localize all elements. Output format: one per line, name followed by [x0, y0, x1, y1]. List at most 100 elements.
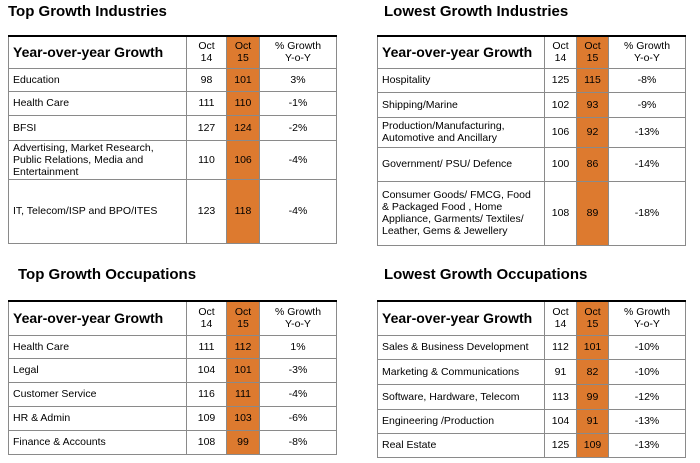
row-label: Health Care — [8, 90, 187, 116]
row-oct15: 86 — [576, 146, 609, 182]
header-label: Year-over-year Growth — [377, 300, 545, 336]
header-label: Year-over-year Growth — [8, 300, 187, 336]
row-growth: -4% — [259, 178, 337, 244]
table-row: Marketing & Communications 91 82 -10% — [377, 358, 686, 385]
row-growth: -8% — [608, 67, 686, 93]
row-oct14: 113 — [544, 383, 577, 410]
table-row: Engineering /Production 104 91 -13% — [377, 408, 686, 434]
header-oct15: Oct 15 — [226, 300, 260, 336]
row-growth: 1% — [259, 334, 337, 359]
table-row: IT, Telecom/ISP and BPO/ITES 123 118 -4% — [8, 178, 337, 244]
row-growth: -13% — [608, 408, 686, 434]
row-label: Government/ PSU/ Defence — [377, 146, 545, 182]
row-growth: -10% — [608, 334, 686, 360]
row-label: Sales & Business Development — [377, 334, 545, 360]
row-label: Legal — [8, 357, 187, 383]
table-row: Software, Hardware, Telecom 113 99 -12% — [377, 383, 686, 410]
table-row: Sales & Business Development 112 101 -10… — [377, 334, 686, 360]
row-oct15: 93 — [576, 91, 609, 118]
header-label: Year-over-year Growth — [8, 35, 187, 69]
row-growth: 3% — [259, 67, 337, 92]
row-oct15: 112 — [226, 334, 260, 359]
row-label: Production/Manufacturing, Automotive and… — [377, 116, 545, 148]
row-oct15: 92 — [576, 116, 609, 148]
row-growth: -8% — [259, 429, 337, 455]
table-header-row: Year-over-year Growth Oct 14 Oct 15 % Grow… — [8, 300, 337, 336]
row-oct15: 82 — [576, 358, 609, 385]
row-label: Customer Service — [8, 381, 187, 407]
row-oct14: 106 — [544, 116, 577, 148]
table-row: Customer Service 116 111 -4% — [8, 381, 337, 407]
row-oct15: 101 — [226, 67, 260, 92]
header-oct15: Oct 15 — [576, 35, 609, 69]
row-label: Software, Hardware, Telecom — [377, 383, 545, 410]
header-growth: % Growth Y-o-Y — [259, 35, 337, 69]
row-oct14: 109 — [186, 405, 227, 431]
row-growth: -2% — [259, 114, 337, 141]
table-row: Legal 104 101 -3% — [8, 357, 337, 383]
header-growth: % Growth Y-o-Y — [608, 300, 686, 336]
row-growth: -13% — [608, 116, 686, 148]
table-header-row: Year-over-year Growth Oct 14 Oct 15 % Grow… — [377, 300, 686, 336]
header-oct14: Oct 14 — [544, 300, 577, 336]
row-growth: -9% — [608, 91, 686, 118]
row-oct14: 123 — [186, 178, 227, 244]
row-oct14: 111 — [186, 334, 227, 359]
row-oct14: 100 — [544, 146, 577, 182]
table-row: Finance & Accounts 108 99 -8% — [8, 429, 337, 455]
row-oct15: 110 — [226, 90, 260, 116]
row-oct14: 91 — [544, 358, 577, 385]
header-oct14: Oct 14 — [186, 300, 227, 336]
row-label: Consumer Goods/ FMCG, Food & Packaged Fo… — [377, 180, 545, 246]
row-oct15: 99 — [226, 429, 260, 455]
row-label: Finance & Accounts — [8, 429, 187, 455]
header-oct14: Oct 14 — [544, 35, 577, 69]
row-oct15: 103 — [226, 405, 260, 431]
row-growth: -12% — [608, 383, 686, 410]
top-industries-table: Year-over-year Growth Oct 14 Oct 15 % Grow… — [8, 35, 337, 244]
row-oct15: 99 — [576, 383, 609, 410]
row-growth: -3% — [259, 357, 337, 383]
header-growth: % Growth Y-o-Y — [608, 35, 686, 69]
row-label: HR & Admin — [8, 405, 187, 431]
table-row: HR & Admin 109 103 -6% — [8, 405, 337, 431]
row-growth: -14% — [608, 146, 686, 182]
lowest-industries-title: Lowest Growth Industries — [384, 3, 569, 20]
top-occupations-title: Top Growth Occupations — [18, 266, 197, 283]
table-row: Real Estate 125 109 -13% — [377, 432, 686, 458]
row-oct14: 111 — [186, 90, 227, 116]
row-oct14: 125 — [544, 67, 577, 93]
row-label: Real Estate — [377, 432, 545, 458]
row-oct15: 118 — [226, 178, 260, 244]
table-row: Health Care 111 112 1% — [8, 334, 337, 359]
header-growth: % Growth Y-o-Y — [259, 300, 337, 336]
lowest-occupations-title: Lowest Growth Occupations — [384, 266, 588, 283]
table-header-row: Year-over-year Growth Oct 14 Oct 15 % Grow… — [8, 35, 337, 69]
table-row: Government/ PSU/ Defence 100 86 -14% — [377, 146, 686, 182]
row-growth: -1% — [259, 90, 337, 116]
table-row: Production/Manufacturing, Automotive and… — [377, 116, 686, 148]
row-label: Hospitality — [377, 67, 545, 93]
table-row: Hospitality 125 115 -8% — [377, 67, 686, 93]
row-oct15: 101 — [226, 357, 260, 383]
header-oct14: Oct 14 — [186, 35, 227, 69]
row-oct14: 125 — [544, 432, 577, 458]
row-label: Health Care — [8, 334, 187, 359]
row-growth: -13% — [608, 432, 686, 458]
header-label: Year-over-year Growth — [377, 35, 545, 69]
row-oct15: 89 — [576, 180, 609, 246]
row-oct15: 115 — [576, 67, 609, 93]
row-oct15: 106 — [226, 139, 260, 180]
row-oct15: 109 — [576, 432, 609, 458]
table-row: BFSI 127 124 -2% — [8, 114, 337, 141]
row-oct14: 110 — [186, 139, 227, 180]
row-oct14: 98 — [186, 67, 227, 92]
row-label: Education — [8, 67, 187, 92]
row-label: Marketing & Communications — [377, 358, 545, 385]
header-oct15: Oct 15 — [226, 35, 260, 69]
row-oct14: 116 — [186, 381, 227, 407]
table-header-row: Year-over-year Growth Oct 14 Oct 15 % Grow… — [377, 35, 686, 69]
row-label: IT, Telecom/ISP and BPO/ITES — [8, 178, 187, 244]
lowest-industries-table: Year-over-year Growth Oct 14 Oct 15 % Grow… — [377, 35, 686, 246]
row-label: BFSI — [8, 114, 187, 141]
